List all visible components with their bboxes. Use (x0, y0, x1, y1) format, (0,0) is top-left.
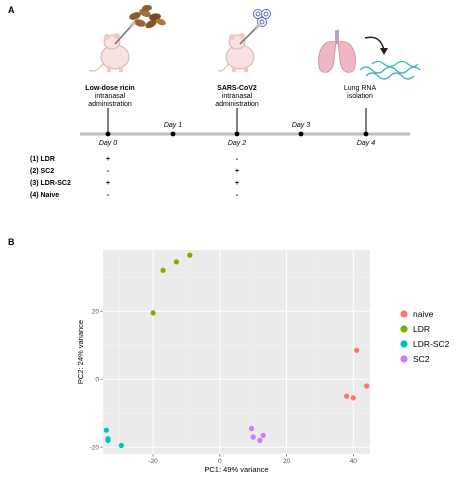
lung-rna-illustration (318, 30, 421, 80)
group-label: (2) SC2 (30, 168, 55, 175)
step-subtitle: intranasal (94, 93, 126, 100)
step-sars-label: SARS-CoV2 intranasal administration (192, 85, 282, 109)
mouse-icon (218, 33, 255, 72)
data-point-sc2 (257, 437, 263, 443)
data-point-sc2 (250, 434, 256, 440)
x-axis-label: PC1: 49% variance (204, 465, 268, 474)
rna-strand-icon (359, 60, 421, 80)
day4-dot (363, 131, 369, 137)
x-tick-label: 0 (218, 458, 222, 465)
data-point-ldr (150, 310, 156, 316)
legend-label: naive (413, 309, 434, 319)
data-point-naive (364, 383, 370, 389)
sars-sign: - (235, 156, 239, 163)
y-tick-label: 0 (95, 377, 99, 384)
plot-background (103, 250, 370, 454)
ricin-sign: - (106, 192, 110, 199)
data-point-ldr-sc2 (105, 437, 111, 443)
step-title: SARS-CoV2 (217, 85, 257, 92)
virus-mouse-illustration (218, 9, 271, 72)
group-label: (3) LDR-SC2 (30, 180, 71, 187)
sars-sign: + (234, 180, 240, 187)
data-point-naive (354, 347, 360, 353)
step-subtitle: administration (215, 101, 259, 108)
data-point-sc2 (260, 432, 266, 438)
step-subtitle: intranasal (221, 93, 253, 100)
legend-key-ldr-sc2 (400, 340, 408, 348)
curved-arrow-icon (364, 36, 388, 55)
data-points (103, 252, 370, 449)
major-gridlines (103, 250, 370, 454)
legend: naive LDR LDR-SC2 SC2 (400, 309, 450, 364)
legend-label: LDR-SC2 (413, 339, 450, 349)
day-label: Day 3 (291, 122, 311, 129)
legend-key-naive (400, 310, 408, 318)
x-tick-label: -20 (148, 458, 158, 465)
data-point-ldr-sc2 (103, 427, 109, 433)
day0-dot (105, 131, 111, 137)
day-label: Day 2 (227, 140, 247, 147)
timeline (80, 108, 410, 137)
legend-label: SC2 (413, 354, 430, 364)
data-point-ldr (173, 259, 180, 265)
legend-key-sc2 (400, 355, 408, 363)
y-tick-label: 20 (92, 309, 100, 316)
data-point-naive (344, 393, 350, 399)
day-label: Day 4 (356, 140, 376, 147)
group-label: (1) LDR (30, 156, 55, 163)
y-tick-label: -20 (90, 445, 100, 452)
pca-scatter-chart: -20 0 20 40 -20 0 20 PC1: 49% variance PC2: 2… (76, 250, 450, 474)
day-label: Day 1 (163, 122, 183, 129)
day1-dot (170, 131, 176, 137)
step-title: Low-dose ricin (85, 85, 135, 92)
day-label: Day 0 (98, 140, 118, 147)
pipette-icon (239, 22, 262, 45)
y-axis-label: PC2: 24% variance (76, 320, 85, 384)
step-rna-label: Lung RNA isolation (320, 85, 400, 101)
data-point-sc2 (248, 425, 255, 432)
ricin-sign: + (105, 180, 111, 187)
ricin-mouse-illustration (88, 4, 166, 72)
step-ricin-label: Low-dose ricin intranasal administration (65, 85, 155, 109)
step-subtitle: administration (88, 101, 132, 108)
pipette-icon (114, 20, 137, 45)
lungs-icon (318, 30, 356, 73)
data-point-naive (350, 395, 356, 401)
y-tick-labels: -20 0 20 (90, 309, 103, 452)
x-tick-labels: -20 0 20 40 (148, 454, 357, 465)
ricin-beans-icon (129, 4, 166, 29)
sars-sign: - (235, 192, 239, 199)
legend-label: LDR (413, 324, 430, 334)
data-point-ldr (187, 252, 193, 258)
x-tick-label: 40 (350, 458, 358, 465)
day3-dot (298, 131, 304, 137)
data-point-ldr-sc2 (118, 442, 124, 449)
step-subtitle: isolation (347, 93, 373, 100)
ricin-sign: + (105, 156, 111, 163)
panel-a-letter: A (8, 5, 15, 15)
day2-dot (234, 131, 240, 137)
ricin-sign: - (106, 168, 110, 175)
panel-b-letter: B (8, 237, 15, 247)
mouse-icon (88, 33, 130, 72)
group-label: (4) Naive (30, 192, 60, 199)
virus-icon (253, 9, 271, 27)
step-subtitle: Lung RNA (343, 85, 377, 92)
legend-key-ldr (400, 325, 408, 333)
sars-sign: + (234, 168, 240, 175)
minor-gridlines (103, 250, 370, 454)
data-point-ldr (160, 267, 166, 273)
x-tick-label: 20 (283, 458, 291, 465)
